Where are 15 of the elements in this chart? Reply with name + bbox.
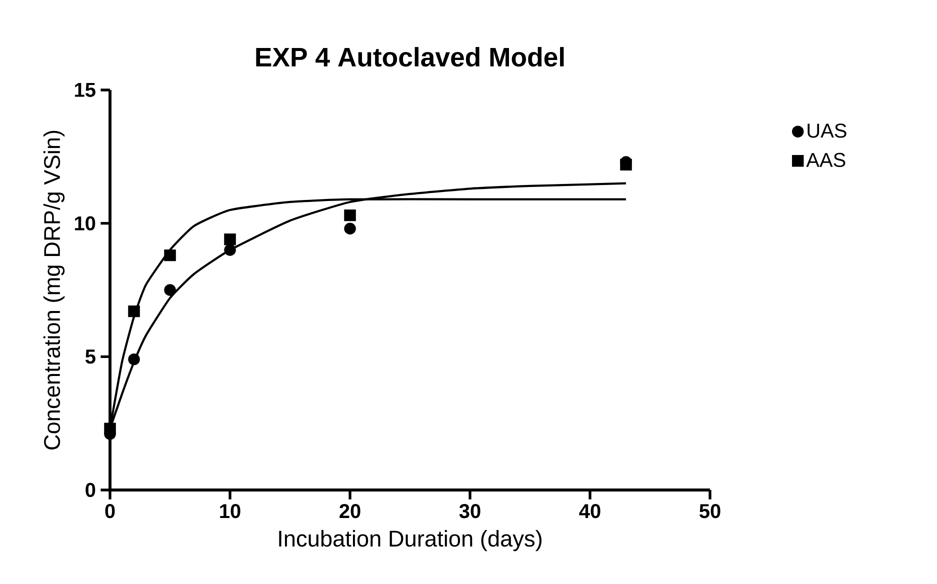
- x-tick-label: 0: [105, 504, 115, 518]
- y-tick-label: 0: [86, 482, 96, 498]
- x-tick-label: 50: [699, 504, 720, 518]
- x-tick-label: 40: [579, 504, 600, 518]
- x-tick-label: 10: [220, 504, 240, 518]
- x-axis-title: Incubation Duration (days): [279, 530, 542, 552]
- x-tick-label: 20: [340, 504, 360, 518]
- y-tick-label: 10: [74, 216, 96, 230]
- y-axis-title: Concentration (mg DRP/g VSin): [43, 130, 65, 450]
- y-tick-label: 5: [85, 350, 96, 364]
- chart-title: EXP 4 Autoclaved Model: [256, 47, 564, 67]
- x-tick-label: 30: [459, 504, 480, 518]
- legend-label: AAS: [806, 152, 846, 168]
- y-tick-label: 15: [74, 83, 96, 97]
- legend-label: UAS: [808, 124, 846, 138]
